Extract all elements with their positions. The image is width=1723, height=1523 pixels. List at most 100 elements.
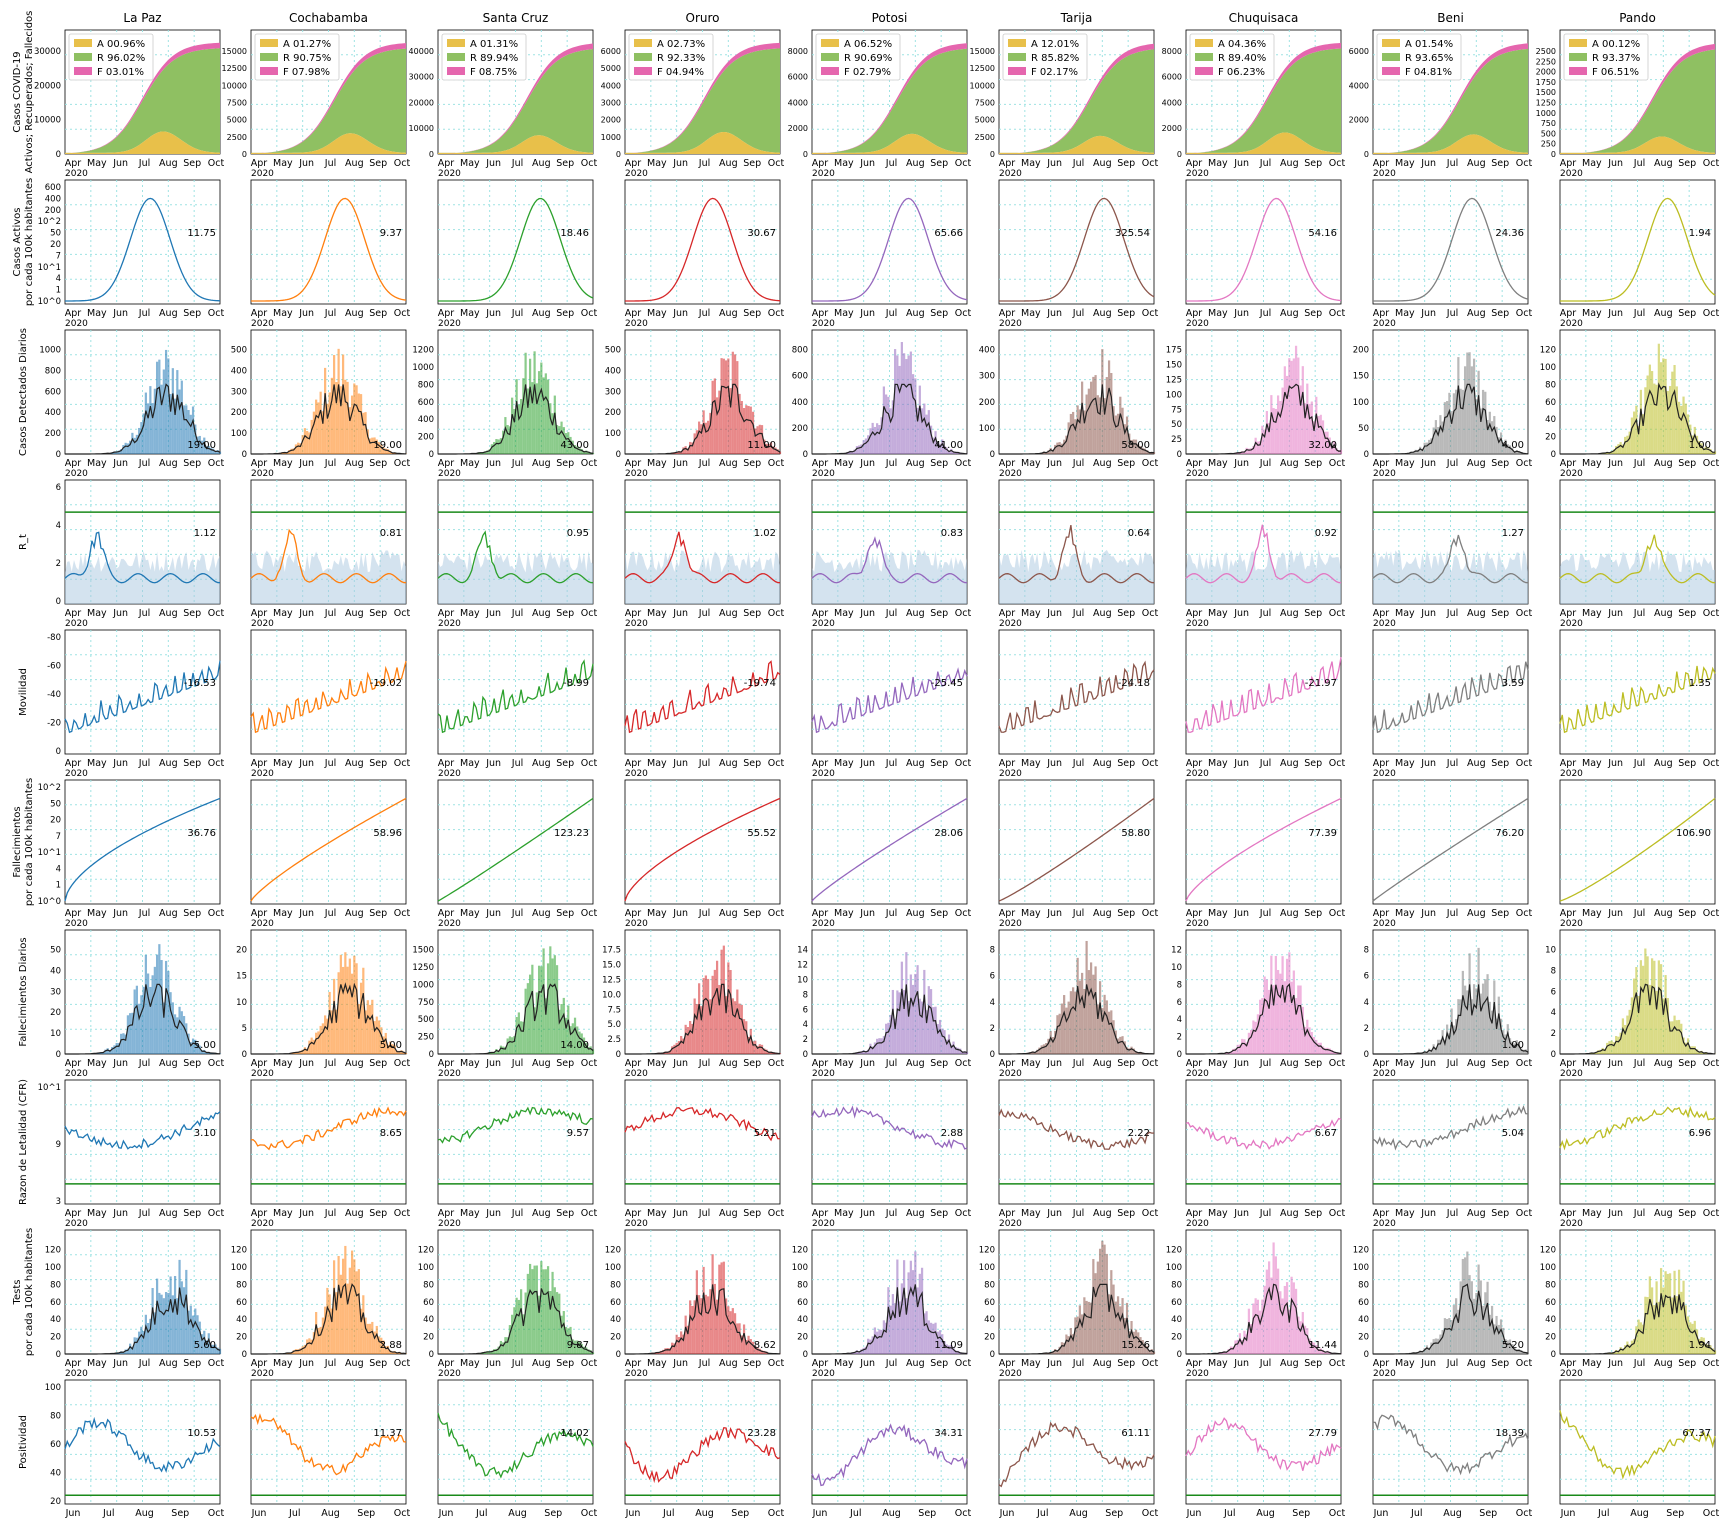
x-tick-label: Apr (1560, 758, 1577, 769)
bar (927, 1320, 930, 1354)
x-tick-label: Apr (812, 1058, 829, 1069)
bar (1096, 1004, 1099, 1054)
x-tick-label: Jul (1597, 1508, 1609, 1519)
y-tick-label: 20 (984, 1333, 995, 1343)
x-tick-label: May (647, 908, 667, 919)
last-value-label: 8.65 (380, 1128, 402, 1139)
x-tick-label: May (1582, 1208, 1602, 1219)
bar (135, 434, 138, 454)
series-line (1559, 665, 1716, 734)
x-year-label: 2020 (438, 769, 461, 779)
x-year-label: 2020 (65, 919, 88, 929)
x-tick-label: Jul (138, 1208, 150, 1219)
bar (1045, 1043, 1048, 1054)
x-tick-label: Oct (1516, 1058, 1533, 1069)
x-year-label: 2020 (438, 919, 461, 929)
bar (377, 442, 381, 454)
y-tick-label: 100 (1540, 363, 1556, 373)
legend-entry: A 00.12% (1592, 39, 1640, 50)
bar (138, 1003, 141, 1054)
bar (885, 1322, 888, 1354)
bar (339, 386, 342, 454)
bar (203, 437, 206, 454)
y-tick-label: 0 (56, 597, 61, 607)
bar (740, 1004, 743, 1054)
bar (1152, 452, 1156, 454)
bar (1128, 1048, 1131, 1054)
y-tick-label: 80 (610, 1280, 621, 1290)
bar (1152, 1351, 1156, 1354)
x-tick-label: May (834, 1058, 854, 1069)
bar (1693, 1046, 1696, 1054)
rt-confidence-band (1186, 549, 1341, 604)
x-tick-label: Jun (1420, 1058, 1436, 1069)
x-year-label: 2020 (65, 319, 88, 329)
bar (395, 1050, 399, 1054)
y-tick-label: 0 (1364, 1050, 1369, 1060)
bar (1054, 444, 1057, 454)
y-tick-label: 6 (1551, 987, 1556, 997)
bar (312, 1332, 316, 1354)
x-tick-label: May (1395, 158, 1415, 169)
last-value-label: 19.00 (373, 440, 402, 451)
bar (1624, 1345, 1627, 1354)
x-tick-label: Jul (1633, 1058, 1645, 1069)
bar (1303, 1325, 1307, 1354)
bar (938, 1019, 942, 1054)
area-active (1373, 134, 1528, 154)
x-tick-label: Sep (556, 908, 574, 919)
bar (704, 1294, 707, 1354)
bar (353, 1259, 356, 1354)
x-year-label: 2020 (812, 1369, 835, 1379)
y-tick-label: 10^1 (38, 263, 61, 273)
x-tick-label: Jul (138, 908, 150, 919)
x-tick-label: Aug (159, 1058, 178, 1069)
bar (384, 448, 387, 454)
bar (1472, 984, 1476, 1054)
x-tick-label: May (87, 1358, 107, 1369)
y-tick-label: 10000 (222, 81, 247, 90)
bar (1419, 446, 1422, 454)
x-tick-label: Apr (438, 908, 455, 919)
legend-entry: R 90.75% (283, 53, 331, 64)
x-year-label: 2020 (999, 469, 1022, 479)
smoothed-line (1373, 1283, 1529, 1355)
bar (564, 1326, 568, 1354)
bar (344, 1245, 347, 1354)
bar (108, 1049, 112, 1054)
bar (871, 1336, 874, 1354)
bar (1125, 416, 1129, 454)
bar (1648, 1276, 1651, 1354)
bar (666, 1348, 669, 1354)
bar (1481, 983, 1485, 1054)
bar (1130, 439, 1133, 454)
bar (1700, 1337, 1703, 1354)
bar (1704, 1343, 1708, 1354)
x-tick-label: Jul (1633, 458, 1645, 469)
bar (1515, 1040, 1518, 1054)
y-tick-label: 0 (1177, 150, 1182, 159)
bar (560, 1315, 563, 1354)
x-tick-label: Oct (1329, 758, 1346, 769)
bar (718, 1264, 721, 1354)
x-tick-label: May (1582, 908, 1602, 919)
bar (1425, 442, 1429, 454)
bar (368, 438, 372, 454)
x-tick-label: Jun (1046, 1358, 1062, 1369)
bar (297, 1349, 300, 1354)
x-tick-label: Sep (1304, 158, 1322, 169)
bar (1101, 349, 1104, 454)
x-tick-label: Jul (885, 1058, 897, 1069)
bar (160, 960, 163, 1054)
bar (885, 394, 888, 454)
x-tick-label: Aug (1093, 308, 1112, 319)
bar (918, 998, 921, 1054)
x-tick-label: Jul (1072, 608, 1084, 619)
bar (1504, 1034, 1507, 1054)
x-tick-label: Oct (1703, 1508, 1720, 1519)
x-tick-label: Jul (102, 1508, 114, 1519)
last-value-label: 65.66 (934, 228, 963, 239)
x-tick-label: Apr (1560, 1058, 1577, 1069)
